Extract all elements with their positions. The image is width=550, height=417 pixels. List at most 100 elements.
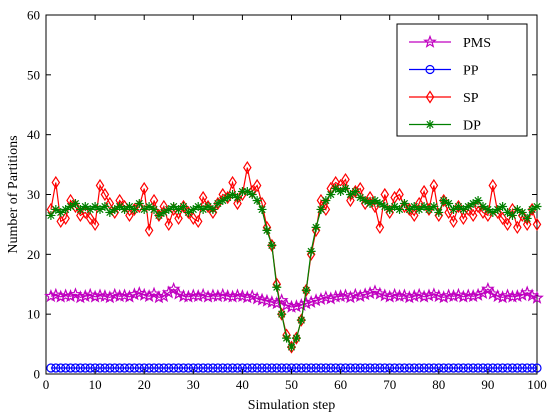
data-point-sp [522, 217, 532, 232]
data-point-dp [503, 207, 513, 217]
data-point-pp [340, 363, 351, 373]
data-point-dp [429, 201, 439, 211]
data-point-dp [360, 195, 370, 205]
y-axis-ticks: 0 10 20 30 40 50 60 [27, 8, 537, 382]
data-point-dp [419, 201, 429, 211]
data-point-dp [468, 198, 478, 208]
data-point-pp [331, 363, 341, 373]
data-point-pms [456, 289, 471, 303]
data-point-sp [429, 178, 439, 193]
data-point-pp [208, 363, 218, 373]
data-point-dp [193, 201, 203, 211]
data-point-sp [252, 178, 262, 193]
data-point-pms [309, 293, 323, 307]
data-point-pms [161, 285, 176, 299]
legend-label-dp: DP [463, 119, 481, 134]
data-point-pms [466, 288, 481, 303]
data-point-dp [296, 315, 306, 325]
data-point-pms [446, 288, 461, 303]
data-point-dp [291, 333, 301, 343]
data-point-dp [164, 204, 174, 214]
data-point-dp [183, 207, 193, 217]
data-point-sp [434, 208, 444, 223]
y-tick-label: 50 [27, 67, 40, 82]
data-point-sp [134, 199, 144, 214]
data-point-pms [53, 289, 68, 303]
data-point-pp [404, 363, 414, 373]
data-point-dp [306, 246, 316, 256]
data-point-pms [142, 288, 156, 303]
x-axis-ticks: 0 10 20 30 40 50 60 70 80 90 100 [43, 15, 547, 392]
data-point-dp [350, 187, 360, 197]
data-point-pp [134, 363, 144, 373]
data-point-pp [183, 363, 193, 373]
y-tick-label: 20 [27, 247, 40, 262]
x-tick-label: 20 [138, 377, 151, 392]
data-point-pms [44, 288, 58, 303]
data-point-dp [311, 222, 321, 232]
data-point-pp [61, 363, 71, 373]
data-point-dp [178, 201, 188, 211]
data-point-dp [213, 198, 223, 208]
data-point-dp [169, 201, 179, 211]
data-point-pms [495, 290, 510, 304]
data-point-sp [370, 199, 380, 214]
data-point-sp [90, 217, 100, 232]
data-point-pp [390, 363, 400, 373]
x-tick-label: 0 [43, 377, 50, 392]
data-point-pms [156, 288, 171, 303]
data-point-pp [242, 363, 252, 373]
data-point-sp [517, 208, 527, 223]
data-point-dp [61, 204, 71, 214]
data-point-sp [532, 217, 542, 232]
data-point-dp [370, 195, 380, 205]
data-point-pp [247, 363, 257, 373]
data-point-pp [178, 363, 189, 373]
data-point-pp [70, 363, 81, 373]
data-point-sp [125, 208, 134, 223]
data-point-sp [380, 187, 390, 202]
data-point-dp [336, 187, 346, 197]
data-point-pms [505, 289, 520, 303]
data-point-dp [218, 195, 228, 205]
data-point-dp [331, 184, 341, 194]
data-point-dp [375, 198, 385, 208]
data-point-dp [453, 201, 463, 211]
data-point-dp [522, 213, 532, 223]
data-point-pms [382, 289, 397, 303]
data-point-dp [390, 201, 400, 211]
data-point-dp [257, 204, 267, 214]
data-point-dp [66, 201, 76, 211]
data-point-pp [267, 363, 277, 373]
data-point-dp [385, 204, 395, 214]
x-tick-label: 80 [432, 377, 445, 392]
data-point-pp [159, 363, 169, 373]
data-point-pp [105, 363, 115, 373]
data-point-pp [154, 363, 164, 373]
legend-item-sp: SP [409, 90, 479, 106]
data-point-pms [343, 290, 358, 304]
data-point-dp [139, 204, 149, 214]
legend-marker-sp [425, 90, 435, 104]
data-point-dp [326, 190, 336, 199]
data-point-pms [407, 288, 422, 303]
data-point-pp [463, 363, 473, 373]
data-point-pms [422, 288, 436, 302]
data-point-pp [498, 363, 508, 373]
data-point-sp [449, 214, 458, 229]
legend-label-sp: SP [463, 91, 479, 106]
data-point-dp [345, 190, 355, 199]
data-point-pp [424, 363, 434, 373]
data-point-sp [311, 223, 321, 238]
data-point-pms [299, 296, 314, 310]
data-point-dp [90, 201, 100, 211]
data-point-dp [154, 210, 164, 220]
data-point-pp [458, 363, 468, 373]
data-point-dp [380, 201, 390, 211]
data-point-pp [296, 363, 306, 373]
data-point-pp [223, 363, 233, 373]
data-point-dp [100, 201, 110, 211]
data-point-pp [257, 363, 267, 373]
data-point-dp [252, 195, 262, 205]
data-point-sp [233, 196, 242, 211]
